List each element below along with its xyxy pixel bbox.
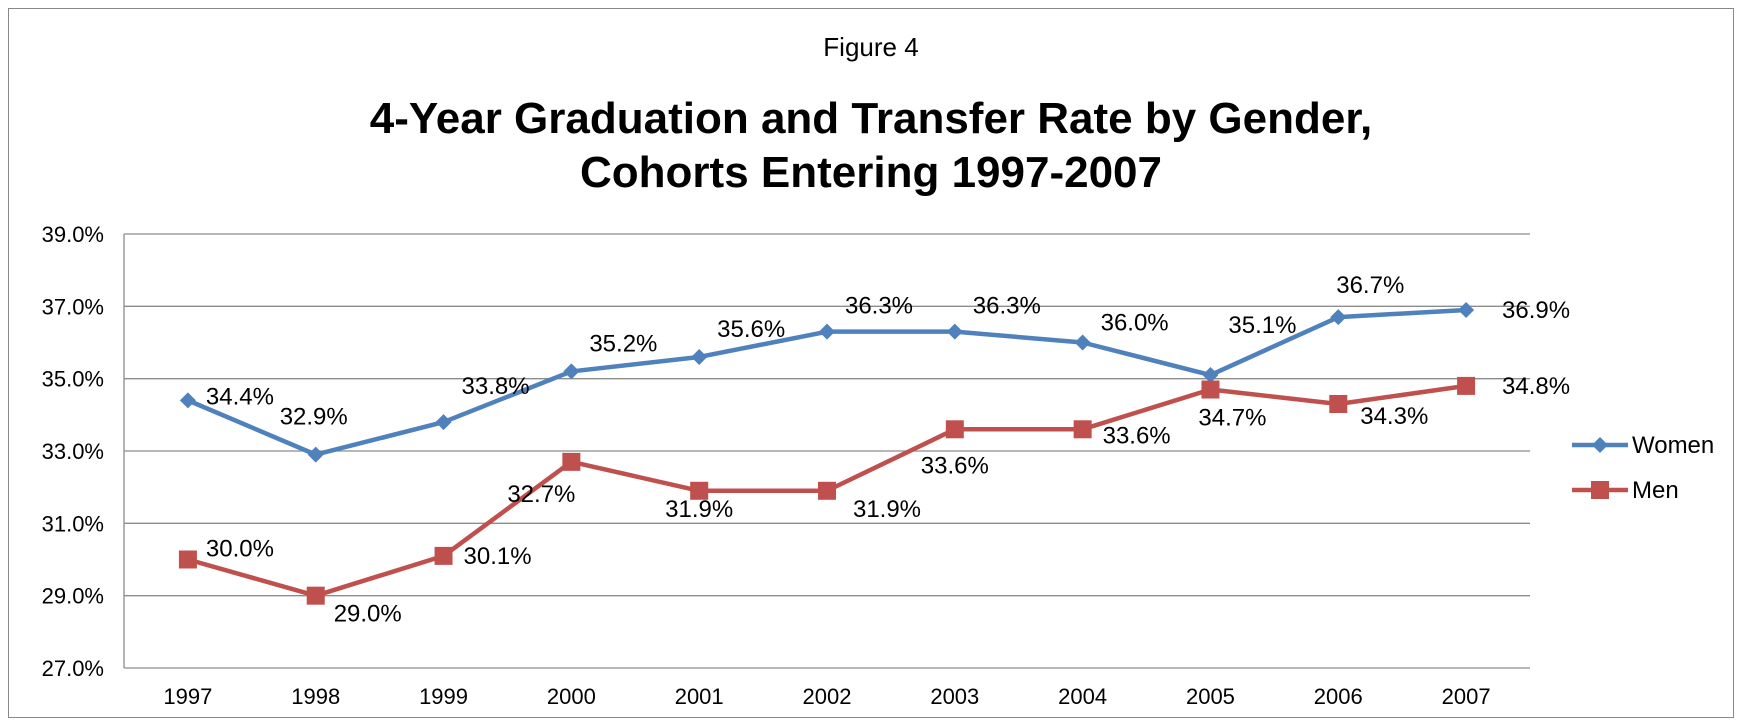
data-label-men: 34.8% [1502, 373, 1570, 400]
data-label-women: 34.4% [206, 383, 274, 410]
data-label-women: 35.6% [717, 316, 785, 343]
data-label-women: 36.0% [1101, 310, 1169, 337]
figure-label: Figure 4 [823, 32, 919, 62]
chart-title-line-1: 4-Year Graduation and Transfer Rate by G… [369, 94, 1373, 143]
data-point-men [562, 452, 581, 471]
data-label-men: 31.9% [665, 496, 733, 523]
x-tick-label: 1999 [419, 684, 468, 709]
chart-frame [8, 8, 1734, 718]
data-point-women [946, 323, 963, 340]
x-tick-label: 2004 [1058, 684, 1107, 709]
data-label-women: 36.3% [973, 293, 1041, 320]
data-point-women [1202, 367, 1219, 384]
data-point-men [1201, 380, 1220, 399]
x-tick-label: 2001 [675, 684, 724, 709]
data-label-women: 36.3% [845, 293, 913, 320]
data-label-men: 34.3% [1360, 403, 1428, 430]
data-label-women: 35.2% [589, 330, 657, 357]
data-point-men [818, 481, 836, 500]
data-label-men: 29.0% [334, 601, 402, 628]
y-tick-label: 27.0% [42, 656, 104, 681]
data-point-men [178, 550, 197, 569]
data-point-men [1073, 420, 1092, 439]
data-point-women [819, 323, 835, 340]
data-point-men [1329, 394, 1348, 413]
legend-marker-men [1591, 481, 1609, 499]
data-point-women [691, 348, 708, 365]
y-tick-label: 33.0% [42, 439, 104, 464]
x-tick-label: 2006 [1314, 684, 1363, 709]
data-point-women [563, 363, 580, 380]
y-tick-label: 35.0% [42, 367, 104, 392]
legend-marker-women [1592, 437, 1608, 453]
x-tick-label: 2003 [930, 684, 979, 709]
x-tick-label: 2007 [1442, 684, 1491, 709]
data-point-women [1074, 334, 1091, 351]
data-point-men [434, 546, 453, 565]
legend-label-men: Men [1632, 477, 1679, 504]
x-tick-label: 1997 [163, 684, 212, 709]
data-label-men: 30.1% [464, 543, 532, 570]
y-tick-label: 29.0% [42, 584, 104, 609]
y-tick-label: 31.0% [42, 511, 104, 536]
data-label-men: 30.0% [206, 536, 274, 563]
data-label-women: 36.9% [1502, 297, 1570, 324]
y-tick-label: 39.0% [42, 222, 104, 247]
data-label-women: 32.9% [280, 404, 348, 431]
data-point-women [1330, 309, 1347, 326]
y-tick-label: 37.0% [42, 294, 104, 319]
data-point-men [1457, 376, 1476, 395]
data-label-men: 33.6% [1103, 422, 1171, 449]
data-point-men [690, 481, 709, 500]
chart-title-line-2: Cohorts Entering 1997-2007 [580, 148, 1162, 197]
data-label-men: 33.6% [921, 452, 989, 479]
chart-title: 4-Year Graduation and Transfer Rate by G… [0, 92, 1742, 200]
data-point-men [306, 586, 325, 605]
data-label-men: 34.7% [1198, 405, 1266, 432]
x-tick-label: 2000 [547, 684, 596, 709]
data-label-women: 33.8% [462, 373, 530, 400]
data-point-women [1458, 301, 1475, 318]
x-tick-label: 2002 [803, 684, 852, 709]
data-label-women: 36.7% [1336, 272, 1404, 299]
data-point-women [307, 446, 324, 463]
data-point-men [945, 420, 964, 439]
x-tick-label: 2005 [1186, 684, 1235, 709]
data-label-women: 35.1% [1228, 312, 1296, 339]
legend-label-women: Women [1632, 432, 1714, 459]
x-tick-label: 1998 [291, 684, 340, 709]
data-point-women [435, 414, 452, 431]
data-point-women [179, 392, 196, 409]
data-label-men: 31.9% [853, 496, 921, 523]
data-label-men: 32.7% [507, 481, 575, 508]
